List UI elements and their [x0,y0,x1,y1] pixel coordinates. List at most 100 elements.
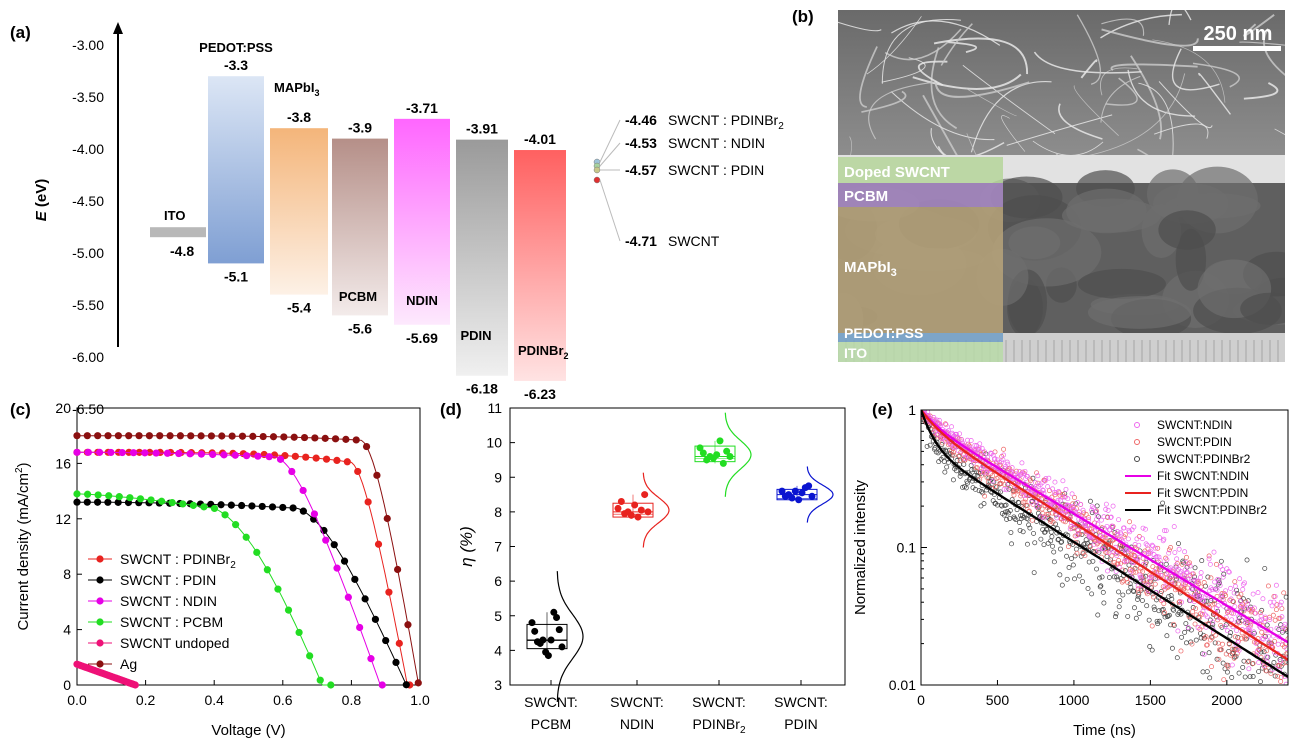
pl-point [1039,506,1045,512]
box-point [614,504,622,512]
jv-point [118,448,126,457]
jv-point [228,432,236,440]
jv-point [414,679,422,687]
pl-point [1083,511,1089,517]
cnt-fiber [966,88,1017,117]
pl-point [1055,537,1061,543]
pl-point [1144,591,1150,597]
pl-point [1110,503,1116,509]
pl-point [1245,659,1251,665]
pl-point [1017,527,1023,533]
swcnt-level-leader [599,179,621,242]
pl-point [1157,558,1163,564]
x-tick-label: 0 [917,692,925,708]
pl-point [1185,625,1191,630]
pl-point [1143,541,1149,547]
pl-point [969,478,975,484]
x-tick-label-main: PCBM [531,716,571,732]
pl-point [1180,585,1186,591]
box-point [617,497,625,505]
pl-point [1215,640,1221,646]
pl-point [1101,514,1107,520]
pl-point [1114,574,1120,580]
pl-point [1239,635,1244,641]
jv-point [83,490,92,498]
pl-point [1284,650,1288,656]
jv-point [114,498,122,506]
pl-point [1034,504,1040,510]
pl-point [1096,549,1102,555]
jv-point [135,432,143,440]
legend-marker [1134,422,1140,428]
pl-point [1128,569,1134,575]
pl-point [1166,612,1172,618]
bottom-level-label: -5.4 [287,300,311,316]
pl-point [1213,632,1219,638]
cnt-fiber [868,81,935,140]
pl-point [1065,544,1071,550]
pl-point [991,456,997,462]
pl-point [1201,651,1207,657]
pl-point [1180,560,1186,566]
layer-name-label-sub: 3 [314,88,319,98]
pl-point [1154,618,1160,624]
cnt-fiber [1101,18,1144,36]
pl-point [1100,589,1106,595]
pl-point [1218,647,1224,653]
pl-point [1236,670,1242,676]
pl-point [1139,598,1145,604]
pl-point [1035,505,1041,511]
legend-label: SWCNT : PDINBr2 [120,551,236,571]
pl-point [1184,569,1190,575]
pl-point [1190,605,1196,610]
pl-point [1102,533,1108,539]
jv-point [333,456,341,465]
swcnt-level-value: -4.46 [625,112,657,128]
pl-point [1091,505,1096,511]
pl-point [1203,634,1209,640]
pl-point [1135,596,1140,602]
box-point [550,608,558,616]
pl-point [1171,524,1177,530]
pl-point [1143,526,1148,532]
pl-point [1276,663,1282,669]
sem-cross-section: Doped SWCNT PCBM MAPbI3 PEDOT:PSS ITO 250 nm [838,10,1285,362]
pl-point [931,415,937,420]
pl-point [1082,553,1088,559]
pl-point [949,424,955,430]
top-level-label: -3.71 [406,100,438,116]
pl-point [1125,536,1131,542]
pl-point [1099,574,1105,580]
bottom-level-label: -5.69 [406,330,438,346]
pl-point [1174,655,1180,661]
y-axis-label-sup: 2 [14,467,25,473]
layer-name-label: NDIN [406,293,438,308]
pl-point [1052,492,1058,498]
pl-point [1184,554,1189,560]
pl-point [1262,614,1268,620]
cnt-fiber [970,81,1052,153]
pl-point [1018,516,1024,522]
layer-name-label-main: MAPbI [274,80,314,95]
jv-point [378,681,386,689]
pl-point [1017,520,1022,525]
pl-point [1136,610,1142,616]
cnt-fiber [884,28,962,61]
pl-point [1040,514,1046,520]
pl-point [993,484,999,489]
pl-point [1281,624,1287,630]
box-point [798,489,806,497]
pl-point [1242,580,1248,586]
pl-point [985,454,991,460]
pl-point [1050,543,1055,549]
jv-point [351,575,359,583]
pl-point [1166,547,1172,553]
x-tick-label: PDIN [784,716,817,732]
pl-point [1051,559,1057,565]
pl-point [1197,594,1203,599]
pl-point [1054,515,1060,521]
pl-point [979,489,985,495]
pl-point [962,456,968,461]
box-point [558,643,566,651]
top-level-label: -3.8 [287,109,311,125]
